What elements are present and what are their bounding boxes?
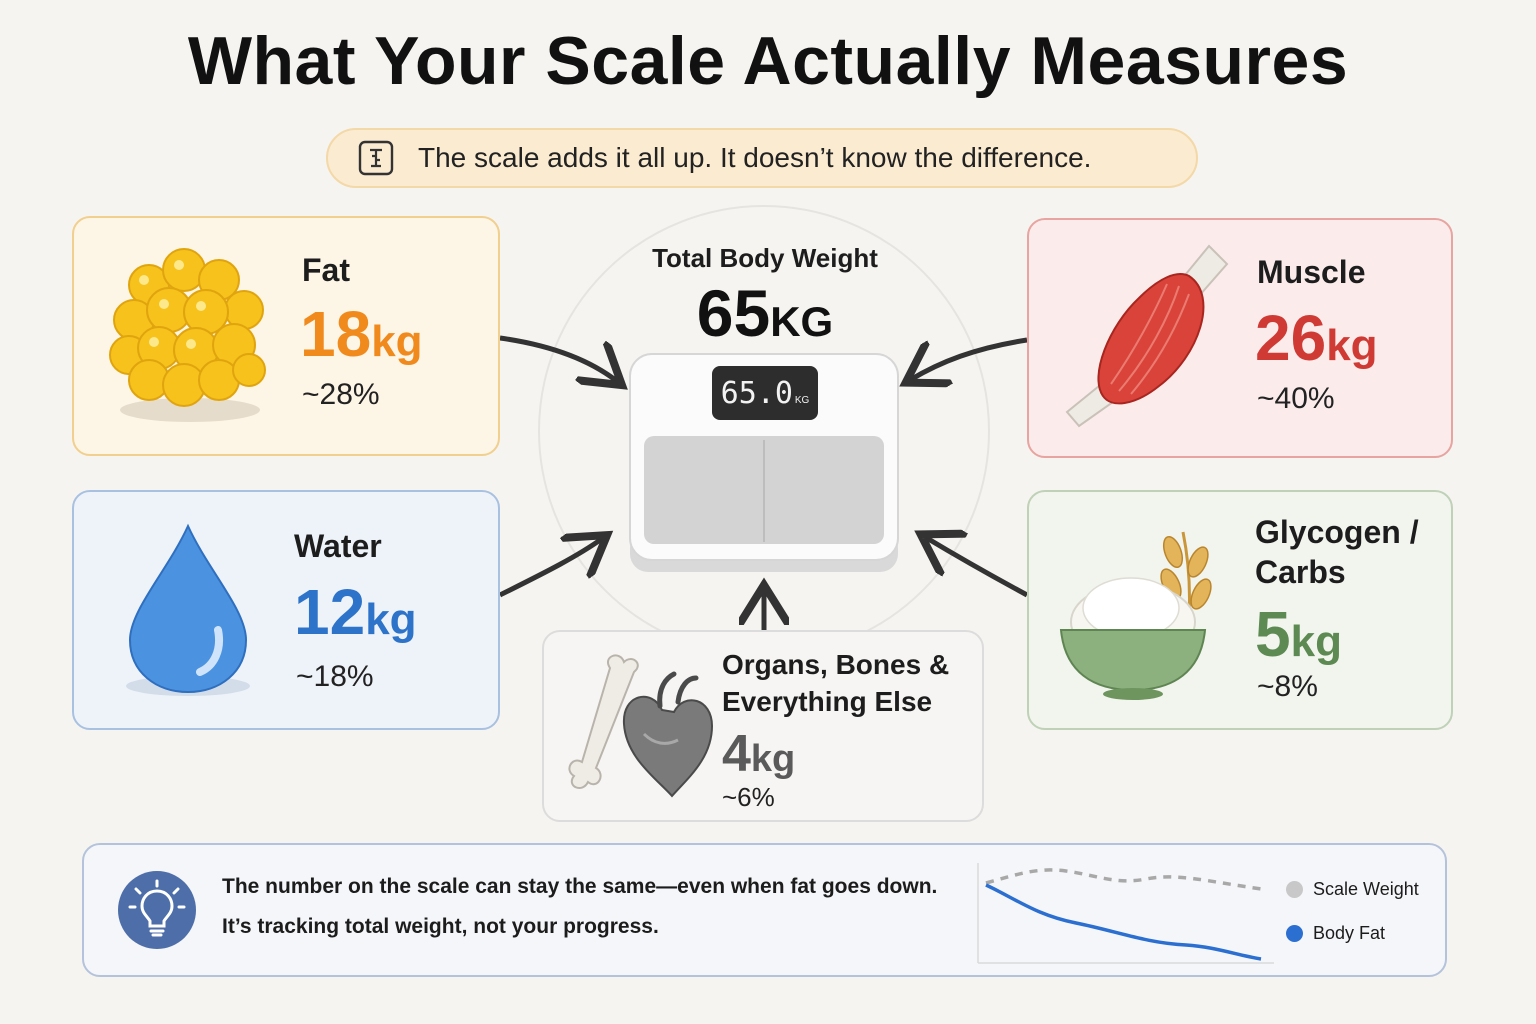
muscle-name: Muscle: [1257, 254, 1366, 290]
glycogen-value-number: 5: [1255, 598, 1291, 670]
organs-value-number: 4: [722, 725, 751, 783]
trend-chart: [977, 863, 1274, 964]
water-card: Water 12kg ~18%: [72, 490, 500, 730]
water-value: 12kg: [294, 580, 417, 644]
info-banner: The scale adds it all up. It doesn’t kno…: [326, 128, 1198, 188]
organs-card: Organs, Bones & Everything Else 4kg ~6%: [542, 630, 984, 822]
total-weight-label: Total Body Weight: [652, 243, 878, 273]
organs-value: 4kg: [722, 728, 795, 780]
scale-display-value: 65.0: [720, 375, 793, 411]
lightbulb-icon: [118, 871, 196, 949]
glycogen-card: Glycogen / Carbs 5kg ~8%: [1027, 490, 1453, 730]
water-drop-icon: [126, 523, 250, 696]
muscle-value-number: 26: [1255, 302, 1327, 374]
water-percent: ~18%: [296, 660, 374, 693]
fat-name: Fat: [302, 252, 350, 288]
insight-footer: The number on the scale can stay the sam…: [82, 843, 1447, 977]
arrow-fat: [499, 335, 618, 382]
scale-display: 65.0 KG: [712, 366, 818, 420]
muscle-card: Muscle 26kg ~40%: [1027, 218, 1453, 458]
total-weight-number: 65: [696, 276, 771, 350]
scale-icon: [358, 140, 394, 176]
glycogen-name: Glycogen / Carbs: [1255, 512, 1419, 592]
arrow-muscle: [910, 337, 1028, 380]
water-name: Water: [294, 528, 382, 564]
glycogen-name-line1: Glycogen /: [1255, 514, 1419, 550]
legend-body-fat: Body Fat: [1286, 923, 1385, 944]
organs-name: Organs, Bones & Everything Else: [722, 646, 949, 720]
organs-name-line2: Everything Else: [722, 686, 933, 717]
legend-label-body-fat: Body Fat: [1313, 923, 1386, 943]
legend-label-scale-weight: Scale Weight: [1313, 879, 1419, 899]
footer-line2: It’s tracking total weight, not your pro…: [222, 915, 659, 938]
muscle-value: 26kg: [1255, 306, 1378, 370]
muscle-percent: ~40%: [1257, 382, 1335, 415]
glycogen-value: 5kg: [1255, 602, 1342, 666]
glycogen-value-unit: kg: [1290, 617, 1342, 666]
scale-display-unit: KG: [794, 394, 810, 406]
total-weight-value: 65KG: [600, 280, 930, 346]
footer-line1: The number on the scale can stay the sam…: [222, 875, 938, 898]
muscle-value-unit: kg: [1326, 321, 1378, 370]
glycogen-name-line2: Carbs: [1255, 554, 1346, 590]
water-value-number: 12: [294, 576, 366, 648]
total-weight-unit: KG: [770, 298, 834, 345]
fat-value: 18kg: [300, 302, 423, 366]
organs-value-unit: kg: [750, 738, 796, 780]
organs-name-line1: Organs, Bones &: [722, 649, 950, 680]
fat-card: Fat 18kg ~28%: [72, 216, 500, 456]
fat-cells-icon: [109, 248, 266, 422]
body-fat-line: [985, 883, 1262, 961]
legend-scale-weight: Scale Weight: [1286, 879, 1419, 900]
fat-value-unit: kg: [371, 317, 423, 366]
legend-dot-body-fat: [1286, 925, 1303, 942]
fat-value-number: 18: [300, 298, 372, 370]
scale-icon: [629, 353, 899, 572]
bathroom-scale: 65.0 KG: [628, 352, 900, 582]
fat-percent: ~28%: [302, 378, 380, 411]
arrow-water: [498, 538, 603, 598]
scale-weight-line: [985, 868, 1262, 891]
glycogen-percent: ~8%: [1257, 670, 1318, 703]
bone-heart-icon: [568, 654, 714, 798]
rice-bowl-icon: [1059, 531, 1212, 700]
organs-percent: ~6%: [722, 782, 775, 812]
arrow-glycogen: [925, 537, 1029, 598]
legend-dot-scale-weight: [1286, 881, 1303, 898]
page-title: What Your Scale Actually Measures: [187, 23, 1349, 99]
water-value-unit: kg: [365, 595, 417, 644]
banner-text: The scale adds it all up. It doesn’t kno…: [418, 142, 1092, 173]
muscle-icon: [1065, 244, 1229, 428]
